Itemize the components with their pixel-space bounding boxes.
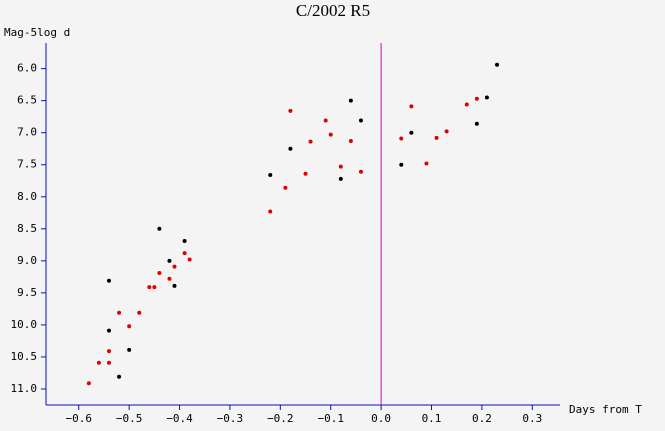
- point: [399, 136, 404, 141]
- point: [117, 374, 122, 379]
- point: [495, 62, 500, 67]
- point: [444, 129, 449, 134]
- y-tick-label: 9.0: [17, 254, 37, 267]
- point: [434, 135, 439, 140]
- point: [117, 310, 122, 315]
- point: [328, 132, 333, 137]
- x-tick-label: −0.6: [66, 412, 93, 425]
- point: [182, 238, 187, 243]
- x-tick-label: −0.2: [267, 412, 294, 425]
- y-tick-label: 7.0: [17, 126, 37, 139]
- point: [147, 285, 152, 290]
- x-tick-label: 0.2: [472, 412, 492, 425]
- point: [409, 130, 414, 135]
- x-tick-label: −0.1: [317, 412, 344, 425]
- y-tick-label: 8.5: [17, 222, 37, 235]
- y-tick-label: 6.5: [17, 94, 37, 107]
- point: [137, 310, 142, 315]
- y-axis-label: Mag-5log d: [4, 26, 70, 39]
- point: [268, 209, 273, 214]
- point: [182, 251, 187, 256]
- point: [338, 164, 343, 169]
- y-tick-label: 6.0: [17, 62, 37, 75]
- x-tick-label: 0.0: [371, 412, 391, 425]
- point: [409, 104, 414, 109]
- point: [399, 162, 404, 167]
- point: [348, 139, 353, 144]
- point: [106, 328, 111, 333]
- point: [308, 139, 313, 144]
- point: [157, 226, 162, 231]
- point: [86, 381, 91, 386]
- point: [106, 278, 111, 283]
- point: [338, 176, 343, 181]
- x-axis-label: Days from T: [569, 403, 642, 416]
- point: [288, 108, 293, 113]
- point: [358, 118, 363, 123]
- x-tick-label: −0.3: [217, 412, 244, 425]
- chart-title: C/2002 R5: [296, 1, 370, 20]
- point: [464, 102, 469, 107]
- point: [283, 185, 288, 190]
- x-tick-label: 0.1: [422, 412, 442, 425]
- y-tick-label: 8.0: [17, 190, 37, 203]
- point: [358, 169, 363, 174]
- point: [474, 121, 479, 126]
- point: [167, 258, 172, 263]
- point: [303, 171, 308, 176]
- y-tick-label: 11.0: [11, 382, 38, 395]
- x-tick-label: −0.4: [166, 412, 193, 425]
- y-tick-label: 9.5: [17, 286, 37, 299]
- point: [96, 360, 101, 365]
- point: [106, 349, 111, 354]
- point: [167, 276, 172, 281]
- point: [172, 283, 177, 288]
- point: [172, 264, 177, 269]
- x-tick-label: 0.3: [522, 412, 542, 425]
- point: [127, 347, 132, 352]
- point: [268, 172, 273, 177]
- point: [288, 146, 293, 151]
- y-tick-label: 10.5: [11, 350, 38, 363]
- point: [106, 360, 111, 365]
- point: [348, 98, 353, 103]
- point: [152, 285, 157, 290]
- y-tick-label: 10.0: [11, 318, 38, 331]
- point: [323, 118, 328, 123]
- point: [157, 271, 162, 276]
- point: [474, 96, 479, 101]
- y-tick-label: 7.5: [17, 158, 37, 171]
- point: [484, 95, 489, 100]
- point: [127, 324, 132, 329]
- point: [187, 257, 192, 262]
- x-tick-label: −0.5: [116, 412, 143, 425]
- point: [424, 161, 429, 166]
